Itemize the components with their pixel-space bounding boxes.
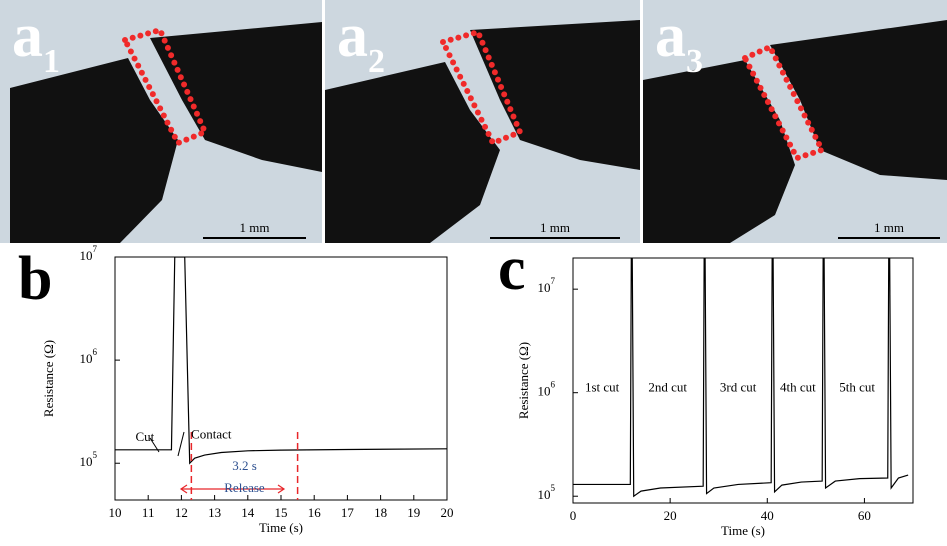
x-tick-label: 18: [374, 505, 387, 520]
y-tick-exponent: 5: [551, 483, 556, 493]
y-tick-label: 105: [80, 450, 98, 469]
y-tick-exponent: 6: [551, 380, 556, 390]
panel-letter: a: [655, 2, 686, 70]
panel-letter: b: [18, 245, 52, 313]
y-axis-label: Resistance (Ω): [516, 342, 531, 419]
panel-letter: a: [12, 2, 43, 70]
plot-frame: [572, 257, 914, 504]
release-arrow: [179, 484, 286, 494]
panel-subscript: 3: [686, 43, 703, 80]
x-tick-label: 19: [407, 505, 420, 520]
arrow: [149, 431, 185, 457]
photo: [0, 0, 322, 243]
x-tick-label: 11: [142, 505, 155, 520]
y-tick-base: 10: [538, 280, 551, 295]
annotation: 3.2 s: [232, 458, 257, 473]
y-tick-base: 10: [80, 351, 93, 366]
y-tick-exponent: 7: [93, 244, 98, 254]
x-tick-label: 10: [109, 505, 122, 520]
y-axis-label: Resistance (Ω): [41, 340, 56, 417]
x-tick-label: 15: [275, 505, 288, 520]
panel-subscript: 2: [368, 43, 385, 80]
x-tick-label: 20: [441, 505, 454, 520]
y-tick-label: 105: [538, 483, 556, 502]
annotation: 3rd cut: [720, 379, 757, 394]
y-tick-exponent: 6: [93, 347, 98, 357]
panel-label: a1: [12, 2, 60, 80]
annotation: 2nd cut: [648, 379, 687, 394]
photo: [643, 0, 947, 243]
line: [115, 257, 447, 465]
y-tick-label: 106: [80, 347, 98, 366]
photo: [325, 0, 640, 243]
y-tick-label: 107: [80, 244, 98, 263]
annotation: Release: [224, 480, 265, 495]
y-tick-label: 107: [538, 276, 556, 295]
x-tick-label: 0: [570, 508, 577, 523]
x-tick-label: 14: [241, 505, 255, 520]
panel-letter: a: [337, 2, 368, 70]
y-tick-exponent: 7: [551, 276, 556, 286]
x-tick-label: 12: [175, 505, 188, 520]
y-tick-base: 10: [538, 487, 551, 502]
plot-frame: [114, 256, 448, 501]
y-tick-base: 10: [80, 454, 93, 469]
panel-label: a3: [655, 2, 703, 80]
x-tick-label: 13: [208, 505, 221, 520]
y-tick-label: 106: [538, 380, 556, 399]
annotation: Contact: [191, 427, 232, 442]
y-tick-base: 10: [538, 384, 551, 399]
x-axis-label: Time (s): [259, 520, 303, 535]
y-tick-exponent: 5: [93, 450, 98, 460]
panel-label: a2: [337, 2, 385, 80]
x-tick-label: 17: [341, 505, 355, 520]
x-tick-label: 40: [761, 508, 774, 523]
panel-letter: c: [498, 235, 526, 303]
y-tick-base: 10: [80, 248, 93, 263]
x-tick-label: 60: [858, 508, 871, 523]
scale-label: 1 mm: [240, 220, 270, 235]
x-axis-label: Time (s): [721, 523, 765, 538]
panel-subscript: 1: [43, 43, 60, 80]
annotation: 1st cut: [585, 379, 620, 394]
line: [573, 258, 909, 498]
scale-label: 1 mm: [874, 220, 904, 235]
scale-label: 1 mm: [540, 220, 570, 235]
x-tick-label: 16: [308, 505, 322, 520]
annotation: Cut: [135, 429, 154, 444]
annotation: 5th cut: [839, 379, 875, 394]
x-tick-label: 20: [664, 508, 677, 523]
annotation: 4th cut: [780, 379, 816, 394]
